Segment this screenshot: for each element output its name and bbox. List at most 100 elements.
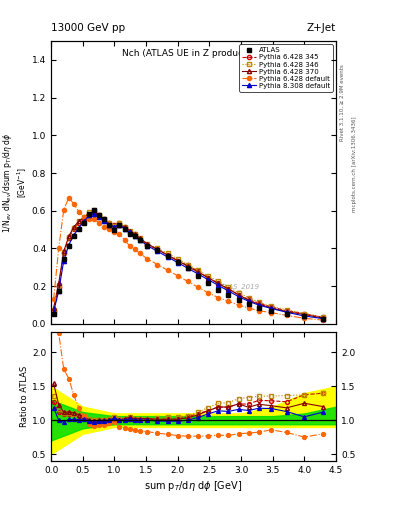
ATLAS <box>284 310 289 316</box>
Pythia 6.428 370 <box>97 212 101 219</box>
ATLAS <box>132 233 137 239</box>
ATLAS <box>72 233 76 239</box>
Pythia 6.428 default <box>206 290 211 296</box>
ATLAS <box>112 226 117 232</box>
Pythia 6.428 370 <box>112 224 117 230</box>
Pythia 6.428 346 <box>185 262 190 268</box>
Pythia 6.428 346 <box>155 245 160 251</box>
Pythia 8.308 default <box>132 233 137 239</box>
Pythia 8.308 default <box>112 224 117 230</box>
Pythia 8.308 default <box>185 265 190 271</box>
Pythia 6.428 370 <box>127 227 132 233</box>
Pythia 6.428 370 <box>122 224 127 230</box>
Pythia 8.308 default <box>165 254 170 260</box>
Pythia 8.308 default <box>216 282 220 288</box>
Pythia 6.428 default <box>155 262 160 268</box>
Pythia 6.428 346 <box>216 279 220 285</box>
Pythia 6.428 346 <box>56 282 61 288</box>
Pythia 8.308 default <box>145 243 150 249</box>
Pythia 8.308 default <box>127 229 132 236</box>
Pythia 8.308 default <box>321 315 326 322</box>
Pythia 6.428 370 <box>87 210 92 217</box>
Pythia 6.428 370 <box>236 292 241 298</box>
Pythia 6.428 default <box>102 224 107 230</box>
Text: Rivet 3.1.10, ≥ 2.9M events: Rivet 3.1.10, ≥ 2.9M events <box>340 64 345 141</box>
Pythia 6.428 345 <box>185 262 190 268</box>
ATLAS <box>165 253 170 259</box>
Pythia 6.428 346 <box>77 218 81 224</box>
Pythia 6.428 370 <box>256 301 261 307</box>
Pythia 6.428 345 <box>216 280 220 286</box>
Pythia 6.428 346 <box>112 223 117 229</box>
Pythia 6.428 default <box>185 279 190 285</box>
Pythia 6.428 345 <box>175 258 180 264</box>
Pythia 6.428 346 <box>61 249 66 255</box>
Pythia 6.428 370 <box>155 246 160 252</box>
Pythia 6.428 346 <box>206 273 211 279</box>
Pythia 8.308 default <box>246 298 251 304</box>
Pythia 6.428 346 <box>226 284 231 290</box>
Pythia 8.308 default <box>102 218 107 224</box>
Text: Nch (ATLAS UE in Z production): Nch (ATLAS UE in Z production) <box>123 50 264 58</box>
Pythia 6.428 346 <box>72 225 76 231</box>
Pythia 6.428 370 <box>145 241 150 247</box>
ATLAS <box>185 265 190 271</box>
Pythia 6.428 default <box>226 298 231 304</box>
ATLAS <box>102 216 107 222</box>
Pythia 6.428 345 <box>97 212 101 219</box>
Pythia 6.428 346 <box>138 235 142 241</box>
Pythia 6.428 370 <box>206 274 211 281</box>
Pythia 6.428 346 <box>302 310 307 316</box>
Pythia 8.308 default <box>236 293 241 300</box>
Pythia 6.428 346 <box>102 216 107 222</box>
Y-axis label: Ratio to ATLAS: Ratio to ATLAS <box>20 366 29 427</box>
Pythia 6.428 346 <box>127 227 132 233</box>
Pythia 8.308 default <box>155 248 160 254</box>
Pythia 6.428 346 <box>175 256 180 262</box>
Pythia 6.428 370 <box>302 311 307 317</box>
ATLAS <box>256 305 261 311</box>
Pythia 6.428 default <box>92 216 97 222</box>
ATLAS <box>155 247 160 253</box>
Pythia 6.428 345 <box>87 211 92 218</box>
Pythia 6.428 345 <box>82 216 86 222</box>
Pythia 6.428 345 <box>102 216 107 222</box>
Pythia 6.428 default <box>117 231 122 238</box>
Pythia 6.428 346 <box>92 207 97 213</box>
Pythia 6.428 370 <box>72 224 76 230</box>
Pythia 6.428 default <box>284 312 289 318</box>
Pythia 6.428 370 <box>92 208 97 215</box>
Pythia 8.308 default <box>51 309 56 315</box>
Pythia 6.428 345 <box>56 284 61 290</box>
Pythia 6.428 default <box>66 195 71 201</box>
Pythia 6.428 370 <box>284 309 289 315</box>
Pythia 6.428 370 <box>196 269 200 275</box>
Pythia 6.428 370 <box>82 215 86 221</box>
Pythia 8.308 default <box>82 218 86 224</box>
Pythia 6.428 370 <box>102 216 107 222</box>
Pythia 6.428 345 <box>246 296 251 303</box>
Pythia 6.428 370 <box>185 263 190 269</box>
ATLAS <box>77 226 81 232</box>
Pythia 6.428 default <box>127 243 132 249</box>
Pythia 6.428 345 <box>61 250 66 257</box>
Pythia 6.428 345 <box>72 226 76 232</box>
Text: ATLAS_2019: ATLAS_2019 <box>216 283 259 290</box>
Pythia 8.308 default <box>226 288 231 294</box>
Y-axis label: 1/N$_{ev}$ dN$_{ev}$/dsum p$_T$/d$\eta$ d$\phi$
[GeV$^{-1}$]: 1/N$_{ev}$ dN$_{ev}$/dsum p$_T$/d$\eta$ … <box>1 132 29 232</box>
Pythia 6.428 346 <box>246 294 251 301</box>
Pythia 6.428 370 <box>77 218 81 224</box>
ATLAS <box>66 243 71 249</box>
Pythia 6.428 default <box>61 207 66 213</box>
Pythia 8.308 default <box>92 210 97 217</box>
Pythia 6.428 346 <box>66 234 71 240</box>
Pythia 8.308 default <box>175 260 180 266</box>
ATLAS <box>269 308 274 314</box>
Pythia 6.428 default <box>72 201 76 207</box>
Pythia 6.428 default <box>216 294 220 301</box>
Pythia 8.308 default <box>107 222 112 228</box>
X-axis label: sum p$_T$/d$\eta$ d$\phi$ [GeV]: sum p$_T$/d$\eta$ d$\phi$ [GeV] <box>145 479 242 493</box>
ATLAS <box>138 237 142 243</box>
Pythia 6.428 default <box>145 256 150 262</box>
Pythia 6.428 default <box>56 245 61 251</box>
